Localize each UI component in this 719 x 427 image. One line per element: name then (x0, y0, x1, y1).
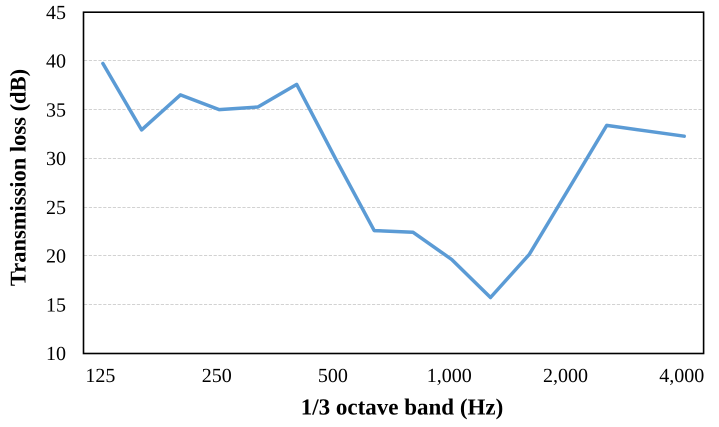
svg-text:1,000: 1,000 (427, 365, 472, 387)
svg-text:40: 40 (46, 51, 66, 73)
svg-text:2,000: 2,000 (543, 365, 588, 387)
svg-text:30: 30 (46, 148, 66, 170)
svg-text:25: 25 (46, 197, 66, 219)
svg-text:45: 45 (46, 2, 66, 24)
svg-text:10: 10 (46, 343, 66, 365)
svg-text:1/3 octave band (Hz): 1/3 octave band (Hz) (301, 395, 504, 420)
svg-text:125: 125 (85, 365, 115, 387)
svg-text:35: 35 (46, 99, 66, 121)
svg-text:Transmission loss (dB): Transmission loss (dB) (6, 69, 31, 286)
svg-text:250: 250 (202, 365, 232, 387)
svg-text:15: 15 (46, 294, 66, 316)
svg-text:500: 500 (318, 365, 348, 387)
svg-text:4,000: 4,000 (659, 365, 704, 387)
svg-text:20: 20 (46, 246, 66, 268)
